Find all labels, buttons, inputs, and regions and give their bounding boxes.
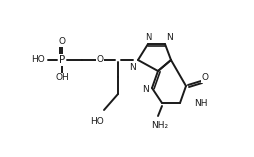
- Text: HO: HO: [31, 56, 45, 65]
- Text: N: N: [142, 84, 148, 94]
- Text: NH: NH: [193, 98, 207, 108]
- Text: N: N: [129, 63, 135, 72]
- Text: O: O: [58, 38, 65, 46]
- Text: P: P: [59, 55, 65, 65]
- Text: O: O: [96, 56, 103, 65]
- Text: NH₂: NH₂: [151, 121, 168, 130]
- Text: O: O: [201, 73, 208, 82]
- Text: N: N: [144, 33, 151, 42]
- Text: HO: HO: [90, 117, 103, 127]
- Text: N: N: [165, 33, 172, 42]
- Text: OH: OH: [55, 73, 69, 82]
